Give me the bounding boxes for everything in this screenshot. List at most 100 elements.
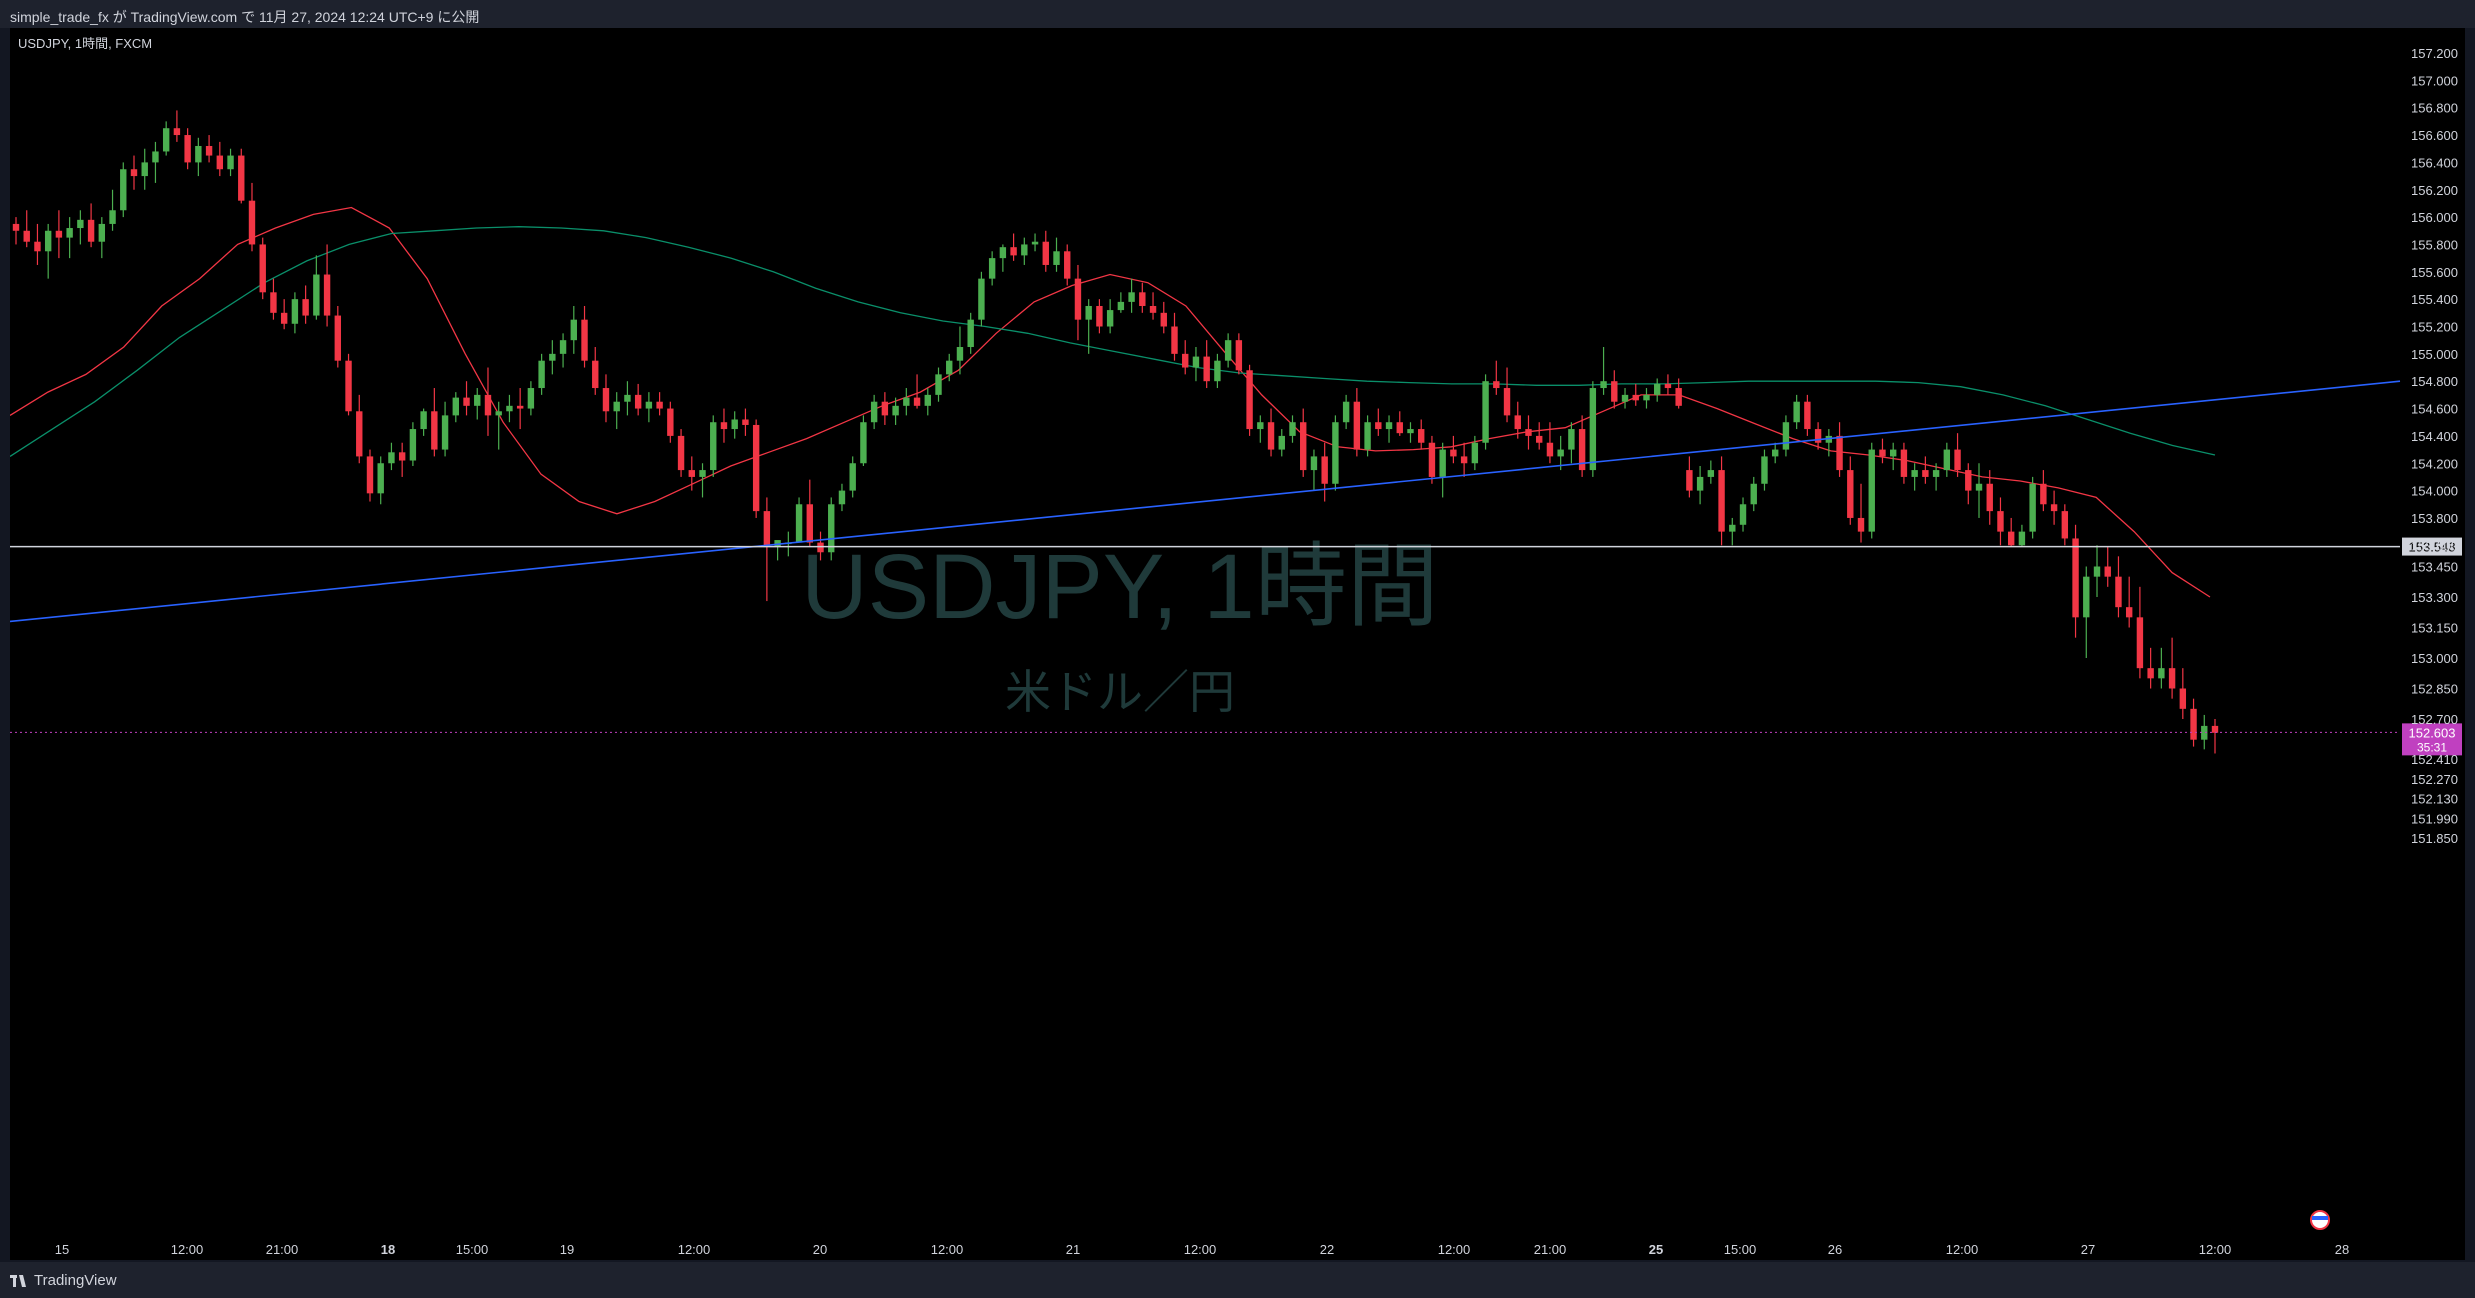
candle-body <box>495 411 502 416</box>
candle-body <box>624 394 631 402</box>
candle-body <box>484 394 492 416</box>
candle-body <box>1911 470 1918 477</box>
candle-body <box>1407 429 1414 434</box>
candle-body <box>988 258 996 279</box>
candle-body <box>195 145 202 163</box>
candle-body <box>1353 401 1361 450</box>
candle-body <box>345 360 352 412</box>
price-tick-label: 154.200 <box>2411 456 2458 471</box>
candle-body <box>1782 422 1790 450</box>
candle-body <box>795 504 803 543</box>
candle-body <box>710 422 717 471</box>
candle-body <box>1203 356 1210 382</box>
candle-body <box>23 230 30 242</box>
price-tick-label: 152.410 <box>2411 752 2458 767</box>
candle-body <box>1160 312 1167 327</box>
time-tick-label: 27 <box>2081 1242 2095 1257</box>
candle-body <box>1021 244 1028 256</box>
time-axis[interactable]: 15 12:00 21:00 18 15:00 19 12:00 20 12:00 21 12:00… <box>55 1242 2349 1257</box>
price-tick-label: 153.450 <box>2411 560 2458 575</box>
candle-body <box>2115 576 2122 608</box>
candle-body <box>1310 456 1318 471</box>
price-tick-label: 156.000 <box>2411 210 2458 225</box>
time-tick-label: 20 <box>813 1242 827 1257</box>
candle-body <box>152 151 159 163</box>
candle-body <box>1621 394 1629 402</box>
candle-body <box>1525 429 1532 436</box>
time-tick-label: 12:00 <box>931 1242 964 1257</box>
price-tick-label: 156.800 <box>2411 101 2458 116</box>
candle-body <box>763 511 771 547</box>
candle-body <box>12 223 20 231</box>
candle-body <box>731 419 738 430</box>
candle-body <box>2179 688 2187 709</box>
candle-body <box>55 230 63 238</box>
price-axis[interactable]: 157.200 157.000 156.800 156.600 156.400 156.2… <box>2411 46 2458 846</box>
candle-body <box>838 490 846 505</box>
watermark: USDJPY, 1時間 米ドル／円 <box>801 536 1438 718</box>
candle-body <box>1954 449 1961 471</box>
candle-body <box>66 228 73 238</box>
candle-body <box>162 128 170 152</box>
candle-body <box>77 219 84 229</box>
candle-body <box>1385 422 1393 430</box>
candle-body <box>1375 422 1382 430</box>
candle-body <box>109 210 116 224</box>
price-tick-label: 151.850 <box>2411 831 2458 846</box>
time-tick-label: 12:00 <box>171 1242 204 1257</box>
time-tick-label: 12:00 <box>1946 1242 1979 1257</box>
candle-body <box>1074 278 1082 320</box>
candle-body <box>828 504 835 553</box>
candle-body <box>1053 251 1060 265</box>
candle-body <box>1439 449 1446 477</box>
candle-body <box>1696 476 1704 491</box>
candle-body <box>1600 381 1607 389</box>
candle-body <box>1997 511 2004 532</box>
candle-body <box>1064 251 1071 279</box>
price-tick-label: 153.600 <box>2411 538 2458 553</box>
price-tick-label: 152.850 <box>2411 682 2458 697</box>
time-tick-label: 18 <box>381 1242 395 1257</box>
candle-body <box>1128 292 1135 302</box>
candle-body <box>1460 456 1468 464</box>
candle-body <box>677 435 685 471</box>
price-tick-label: 152.270 <box>2411 772 2458 787</box>
flag-us-icon[interactable] <box>2310 1210 2330 1230</box>
candle-body <box>999 247 1007 259</box>
price-tick-label: 156.400 <box>2411 155 2458 170</box>
candle-body <box>1085 305 1092 320</box>
candle-body <box>420 411 427 430</box>
candle-body <box>238 155 245 201</box>
candle-body <box>1965 470 1972 491</box>
candle-body <box>1503 388 1511 416</box>
symbol-label[interactable]: USDJPY, 1時間, FXCM <box>18 36 152 51</box>
candle-body <box>1879 449 1886 457</box>
candle-body <box>1493 381 1500 389</box>
candle-body <box>1718 470 1725 532</box>
candle-body <box>1300 422 1307 471</box>
candle-body <box>323 274 331 316</box>
price-tick-label: 156.200 <box>2411 183 2458 198</box>
candle-body <box>1632 394 1639 401</box>
price-tick-label: 155.800 <box>2411 237 2458 252</box>
candle-body <box>656 401 663 409</box>
chart-area[interactable]: USDJPY, 1時間 米ドル／円 153.548 152.603 35:31 15… <box>9 28 2465 1260</box>
candle-body <box>1192 356 1200 368</box>
time-tick-label: 12:00 <box>1438 1242 1471 1257</box>
candle-body <box>2125 607 2133 618</box>
candle-body <box>120 169 127 211</box>
candle-body <box>334 315 342 361</box>
candle-body <box>1471 442 1479 464</box>
tradingview-logo[interactable]: TradingView <box>10 1272 117 1289</box>
candle-body <box>1975 483 1983 491</box>
watermark-description: 米ドル／円 <box>1005 666 1235 718</box>
candle-body <box>2136 617 2144 669</box>
countdown-label: 35:31 <box>2417 740 2447 754</box>
candle-body <box>34 241 41 252</box>
candle-body <box>1514 415 1521 430</box>
candle-body <box>720 422 728 430</box>
candle-body <box>388 452 395 464</box>
price-tick-label: 153.150 <box>2411 621 2458 636</box>
